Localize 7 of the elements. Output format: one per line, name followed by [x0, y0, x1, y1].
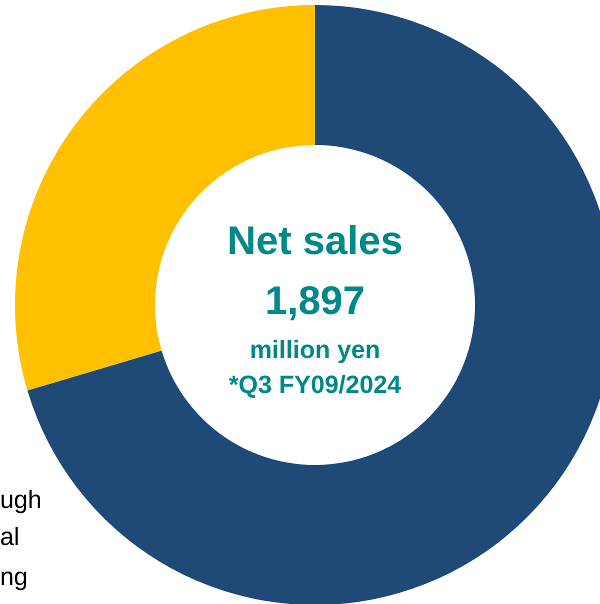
- text: Net sales: [227, 219, 403, 263]
- text: 1,897: [264, 279, 366, 323]
- text: al: [0, 523, 20, 551]
- text: ugh: [0, 486, 42, 514]
- text: ng: [0, 563, 28, 591]
- text: million yen: [250, 336, 380, 364]
- text: *Q3 FY09/2024: [228, 371, 402, 399]
